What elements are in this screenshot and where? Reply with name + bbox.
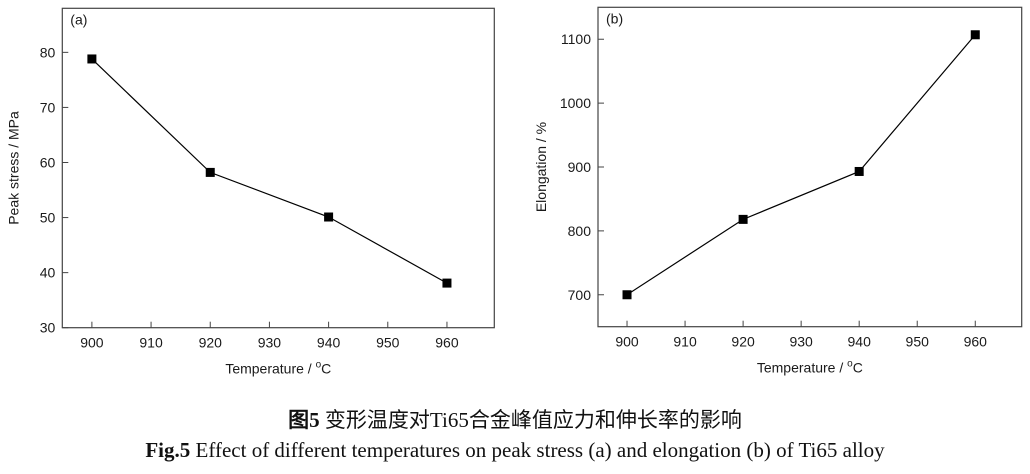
x-tick-label: 950 <box>376 335 400 351</box>
panel-label: (a) <box>70 11 87 27</box>
data-point-900 <box>87 54 97 64</box>
caption-english: Fig.5 Effect of different temperatures o… <box>0 438 1030 463</box>
y-tick-label: 50 <box>40 210 56 226</box>
y-axis-label: Peak stress / MPa <box>5 111 21 225</box>
caption-chinese: 图5 变形温度对Ti65合金峰值应力和伸长率的影响 <box>0 404 1030 434</box>
y-tick-label: 30 <box>40 320 56 336</box>
chart-panel-b: (b) 900 910 920 930 940 950 960 700 800 900 1000 110… <box>533 6 1023 376</box>
caption-en-text: Effect of different temperatures on peak… <box>190 438 885 462</box>
x-tick-label: 960 <box>435 335 459 351</box>
plot-frame <box>61 7 495 329</box>
x-tick-label: 920 <box>199 335 223 351</box>
x-axis-label: Temperature / oC <box>225 360 331 377</box>
caption-en-label: Fig.5 <box>145 438 191 462</box>
chart-panel-a: (a) 900 910 920 930 940 950 960 30 40 50 60 70 80 Temp… <box>5 7 495 377</box>
charts: (a) 900 910 920 930 940 950 960 30 40 50 60 70 80 Temp… <box>5 6 1023 377</box>
data-point-940 <box>324 212 334 222</box>
x-tick-label: 900 <box>615 334 639 350</box>
y-axis-label: Elongation / % <box>533 122 549 212</box>
x-tick-label: 940 <box>317 335 341 351</box>
caption-cn-text: 变形温度对Ti65合金峰值应力和伸长率的影响 <box>319 408 742 432</box>
x-tick-label: 900 <box>80 335 104 351</box>
y-tick-label: 1000 <box>560 95 591 111</box>
y-tick-label: 70 <box>40 99 56 115</box>
y-tick-label: 1100 <box>561 31 591 47</box>
data-point-920 <box>205 167 215 177</box>
y-tick-label: 40 <box>40 265 56 281</box>
x-tick-label: 940 <box>848 334 872 350</box>
data-point-960 <box>970 30 980 40</box>
x-tick-label: 930 <box>789 334 813 350</box>
series-line <box>91 58 448 284</box>
x-tick-label: 910 <box>139 335 163 351</box>
x-tick-label: 930 <box>258 335 282 351</box>
y-tick-label: 900 <box>568 159 592 175</box>
x-tick-label: 920 <box>731 334 755 350</box>
x-tick-label: 950 <box>906 334 930 350</box>
data-point-920 <box>738 214 748 224</box>
data-point-900 <box>622 290 632 300</box>
data-point-940 <box>854 166 864 176</box>
y-tick-label: 80 <box>40 44 56 60</box>
x-tick-label: 960 <box>964 334 988 350</box>
series-line <box>626 34 976 296</box>
y-tick-label: 700 <box>568 287 592 303</box>
data-point-960 <box>442 278 452 288</box>
y-tick-label: 60 <box>40 154 56 170</box>
caption-cn-label: 图5 <box>288 408 320 432</box>
panel-label: (b) <box>606 10 623 26</box>
x-tick-label: 910 <box>673 334 697 350</box>
y-tick-label: 800 <box>568 223 592 239</box>
x-axis-label: Temperature / oC <box>757 359 863 376</box>
